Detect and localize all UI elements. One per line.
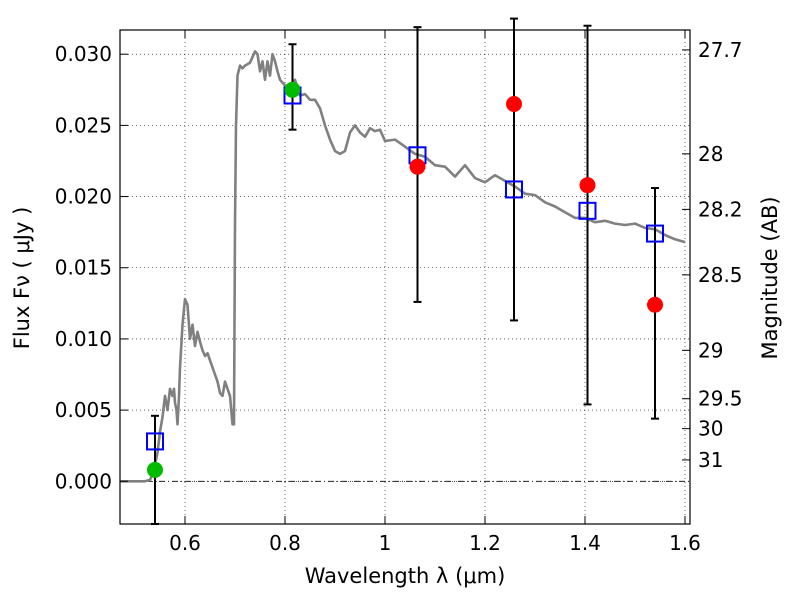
green-point [284, 81, 301, 98]
y-tick-label: 0.010 [55, 327, 112, 351]
y-tick-label: 0.000 [55, 469, 112, 493]
x-tick-label: 0.8 [269, 531, 301, 555]
x-axis-label: Wavelength λ (μm) [305, 564, 506, 588]
error-bars [151, 17, 659, 525]
magnitude-tick-label: 28 [698, 142, 723, 166]
grid-lines [120, 30, 690, 524]
x-axis-ticks: 0.6 0.8 1 1.2 1.4 1.6 [169, 30, 701, 555]
x-tick-label: 1 [379, 531, 392, 555]
green-points [147, 81, 301, 478]
magnitude-tick-label: 29.5 [698, 387, 743, 411]
y-axis-label: Flux Fν ( μJy ) [10, 207, 34, 350]
red-point [506, 96, 522, 113]
y-tick-label: 0.025 [55, 113, 112, 137]
magnitude-tick-label: 28.2 [698, 197, 743, 221]
red-point [409, 158, 426, 175]
model-band-marker [505, 180, 523, 199]
x-tick-label: 1.4 [569, 531, 601, 555]
model-band-marker [578, 201, 597, 220]
model-band-markers [146, 86, 664, 451]
model-band-marker [146, 432, 164, 451]
x-tick-label: 1.2 [469, 531, 501, 555]
y-axis-ticks: 0.000 0.005 0.010 0.015 0.020 0.025 0.030 [55, 42, 128, 493]
red-point [647, 296, 663, 313]
y-tick-label: 0.030 [55, 42, 112, 66]
magnitude-tick-label: 30 [698, 417, 723, 441]
magnitude-tick-label: 28.5 [698, 263, 743, 287]
x-tick-label: 0.6 [169, 531, 201, 555]
x-tick-label: 1.6 [669, 531, 701, 555]
y-tick-label: 0.020 [55, 185, 112, 209]
magnitude-axis-ticks: 27.7 28 28.2 28.5 29 29.5 30 31 [682, 38, 743, 472]
model-band-marker [646, 224, 664, 243]
green-point [147, 461, 163, 478]
magnitude-tick-label: 31 [698, 448, 723, 472]
red-points [409, 96, 663, 313]
magnitude-tick-label: 29 [698, 338, 723, 362]
red-point [579, 177, 596, 194]
y-tick-label: 0.005 [55, 398, 112, 422]
plot-frame [119, 29, 691, 525]
magnitude-axis-label: Magnitude (AB) [758, 196, 782, 359]
magnitude-tick-label: 27.7 [698, 38, 743, 62]
y-tick-label: 0.015 [55, 256, 112, 280]
model-sed-line [120, 50, 686, 483]
